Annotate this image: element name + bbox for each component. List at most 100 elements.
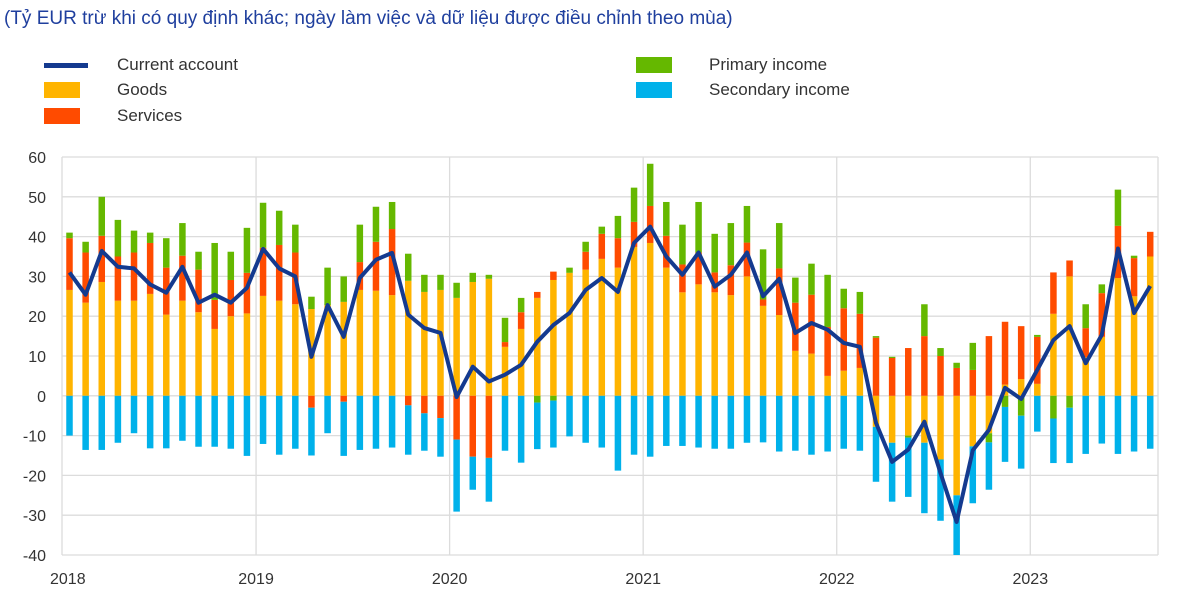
bar-secondary <box>921 442 928 514</box>
legend-label-secondary-income: Secondary income <box>709 80 850 99</box>
bar-secondary <box>937 459 944 521</box>
bar-primary <box>179 223 186 256</box>
bar-secondary <box>550 400 557 448</box>
bar-secondary <box>324 395 331 434</box>
bar-secondary <box>663 395 670 446</box>
bar-secondary <box>679 395 686 446</box>
bar-services <box>598 233 606 259</box>
bar-primary <box>259 202 267 248</box>
bar-secondary <box>792 395 799 451</box>
legend-swatch-services <box>44 108 80 124</box>
bar-services <box>82 252 89 303</box>
bar-secondary <box>179 395 186 441</box>
bar-primary <box>534 395 541 403</box>
bar-primary <box>953 362 960 368</box>
bar-secondary <box>114 395 122 443</box>
bar-primary <box>98 196 106 236</box>
bar-secondary <box>566 395 573 437</box>
y-tick-label: 0 <box>37 389 46 406</box>
bar-secondary <box>582 395 589 443</box>
bar-secondary <box>501 395 509 451</box>
bar-primary <box>759 249 767 300</box>
bar-primary <box>1130 255 1138 259</box>
bar-goods <box>1017 379 1025 396</box>
bar-services <box>388 229 396 296</box>
bar-services <box>856 313 864 368</box>
bar-goods <box>759 305 767 396</box>
bar-services <box>534 291 541 298</box>
bar-services <box>1034 336 1041 384</box>
bar-secondary <box>259 395 267 444</box>
bar-primary <box>404 253 412 281</box>
bar-secondary <box>953 495 960 555</box>
y-tick-label: 60 <box>28 150 46 167</box>
bar-primary <box>227 251 235 280</box>
bar-goods <box>1146 256 1154 396</box>
bar-primary <box>679 224 686 265</box>
bar-goods <box>292 304 299 396</box>
bar-services <box>517 312 525 329</box>
y-tick-label: 40 <box>28 230 46 247</box>
bar-services <box>195 269 202 313</box>
bar-primary <box>1098 284 1106 294</box>
bar-services <box>1146 231 1154 257</box>
bar-goods <box>437 289 444 396</box>
bar-services <box>227 279 235 317</box>
bar-services <box>743 242 751 277</box>
bar-primary <box>1034 334 1041 337</box>
bar-secondary <box>372 395 380 449</box>
bar-services <box>437 395 444 419</box>
bar-secondary <box>1082 395 1089 454</box>
bar-secondary <box>1098 395 1106 444</box>
bar-primary <box>453 282 460 298</box>
chart-subtitle: (Tỷ EUR trừ khi có quy định khác; ngày l… <box>4 8 733 29</box>
bar-primary <box>275 210 283 245</box>
bar-goods <box>727 295 735 396</box>
bar-primary <box>324 267 331 306</box>
legend-swatch-current-account <box>44 63 88 68</box>
bar-services <box>275 244 283 301</box>
bar-goods <box>98 281 106 396</box>
bar-goods <box>969 395 977 447</box>
bar-goods <box>856 367 864 396</box>
bar-goods <box>775 315 783 396</box>
bar-services <box>695 252 702 285</box>
bar-goods <box>582 269 589 396</box>
bar-goods <box>195 312 202 396</box>
bar-secondary <box>469 456 476 490</box>
bar-secondary <box>98 395 106 450</box>
bar-primary <box>905 435 912 438</box>
bar-goods <box>66 289 73 396</box>
bar-primary <box>1050 395 1057 419</box>
y-tick-label: 30 <box>28 269 46 286</box>
bar-goods <box>501 346 509 396</box>
x-tick-label: 2018 <box>50 571 86 588</box>
bar-secondary <box>1130 395 1138 452</box>
bar-primary <box>469 272 476 282</box>
bar-primary <box>1001 395 1009 407</box>
bar-services <box>888 357 896 396</box>
bar-primary <box>130 230 138 253</box>
bar-secondary <box>1017 415 1025 469</box>
bar-goods <box>937 395 944 460</box>
bar-services <box>1017 326 1025 380</box>
bar-secondary <box>598 395 606 448</box>
bar-services <box>453 395 460 440</box>
bar-primary <box>856 291 864 314</box>
bar-goods <box>259 295 267 396</box>
bar-primary <box>340 276 347 302</box>
bar-secondary <box>227 395 235 449</box>
bar-services <box>179 255 186 301</box>
bar-goods <box>1098 336 1106 396</box>
bar-services <box>1130 258 1138 297</box>
bar-secondary <box>824 395 831 452</box>
y-tick-label: 10 <box>28 349 46 366</box>
bar-services <box>824 326 831 376</box>
legend-swatch-goods <box>44 82 80 98</box>
bar-goods <box>130 300 138 396</box>
bar-services <box>1082 328 1089 358</box>
bar-services <box>501 342 509 347</box>
bar-services <box>663 235 670 268</box>
bar-goods <box>340 301 347 396</box>
bar-primary <box>840 288 847 309</box>
